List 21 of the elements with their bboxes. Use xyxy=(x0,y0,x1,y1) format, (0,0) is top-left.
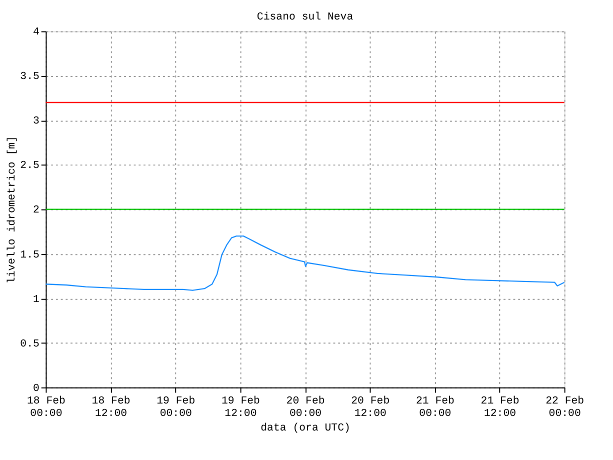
y-tick-label: 3 xyxy=(32,116,40,128)
x-tick-label: 19 Feb 12:00 xyxy=(221,395,260,420)
x-tick-label: 19 Feb 00:00 xyxy=(156,395,196,420)
y-tick-label: 1.5 xyxy=(20,249,40,262)
y-tick-label: 2.5 xyxy=(20,160,40,172)
y-tick-label: 3.5 xyxy=(20,71,40,84)
chart-title: Cisano sul Neva xyxy=(256,12,354,24)
x-tick-label: 21 Feb 00:00 xyxy=(416,395,454,420)
y-tick-label: 2 xyxy=(32,204,40,217)
y-tick-label: 0.5 xyxy=(20,338,40,350)
x-tick-label: 18 Feb 12:00 xyxy=(92,395,130,420)
x-axis-title: data (ora UTC) xyxy=(260,422,350,435)
x-tick-label: 22 Feb 00:00 xyxy=(546,395,584,420)
y-tick-label: 4 xyxy=(32,26,40,39)
y-axis-title: livello idrometrico [m] xyxy=(6,136,18,284)
x-tick-label: 20 Feb 00:00 xyxy=(286,395,325,420)
x-tick-label: 21 Feb 12:00 xyxy=(480,395,520,420)
x-tick-label: 18 Feb 00:00 xyxy=(26,395,66,420)
y-tick-label: 0 xyxy=(32,382,40,395)
y-tick-label: 1 xyxy=(32,294,40,306)
x-tick-label: 20 Feb 12:00 xyxy=(351,395,390,420)
